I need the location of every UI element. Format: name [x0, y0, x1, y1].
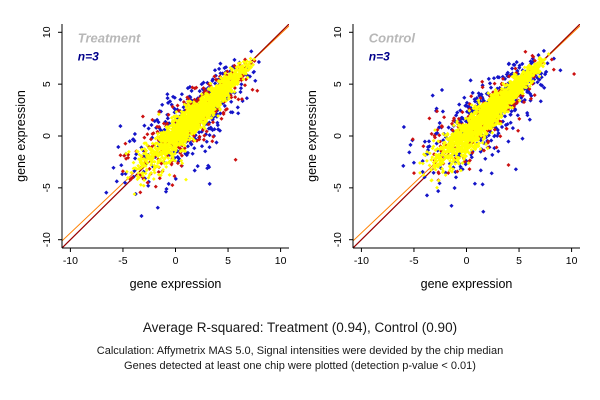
control-title: Control — [369, 31, 416, 46]
treatment-n-annotation: n=3 — [78, 49, 99, 63]
calculation-note: Calculation: Affymetrix MAS 5.0, Signal … — [96, 345, 504, 357]
y-tick-label: 0 — [41, 133, 53, 139]
control-n-annotation: n=3 — [369, 49, 390, 63]
treatment-plot-area — [62, 24, 289, 248]
detection-note: Genes detected at least one chip were pl… — [124, 360, 476, 372]
y-axis-title: gene expression — [14, 90, 28, 182]
y-tick-label: -5 — [41, 183, 53, 192]
y-axis-title: gene expression — [305, 90, 319, 182]
x-tick-label: 10 — [275, 255, 287, 267]
y-tick-label: -10 — [332, 232, 344, 247]
scatter-plot-treatment: -10 -10 -5 -5 0 0 5 5 10 10 gene expression gene ex… — [12, 10, 297, 298]
y-tick-label: 5 — [332, 81, 344, 87]
y-tick-label: 5 — [41, 81, 53, 87]
treatment-chart-svg: -10 -10 -5 -5 0 0 5 5 10 10 gene expression gene ex… — [14, 24, 289, 291]
x-tick-label: -10 — [63, 255, 78, 267]
x-tick-label: -5 — [409, 255, 418, 267]
y-tick-label: -5 — [332, 183, 344, 192]
y-tick-label: -10 — [41, 232, 53, 247]
charts-row: -10 -10 -5 -5 0 0 5 5 10 10 gene expression gene ex… — [12, 10, 588, 298]
x-tick-label: 5 — [225, 255, 231, 267]
x-tick-label: 0 — [464, 255, 470, 267]
treatment-title: Treatment — [78, 31, 141, 46]
x-tick-label: 5 — [516, 255, 522, 267]
y-tick-label: 0 — [332, 133, 344, 139]
y-tick-label: 10 — [41, 26, 53, 38]
yellow-genes-points — [418, 52, 551, 190]
x-tick-label: 0 — [173, 255, 179, 267]
x-tick-label: 10 — [566, 255, 578, 267]
y-tick-label: 10 — [332, 26, 344, 38]
yellow-genes-points — [124, 56, 256, 196]
scatter-plot-control: -10 -10 -5 -5 0 0 5 5 10 10 gene expression gene ex… — [303, 10, 588, 298]
control-chart-svg: -10 -10 -5 -5 0 0 5 5 10 10 gene expression gene ex… — [305, 24, 580, 291]
control-plot-area — [353, 24, 580, 248]
r-squared-summary: Average R-squared: Treatment (0.94), Con… — [142, 320, 458, 335]
x-tick-label: -5 — [118, 255, 127, 267]
x-tick-label: -10 — [354, 255, 369, 267]
x-axis-title: gene expression — [130, 277, 222, 291]
footer-notes: Average R-squared: Treatment (0.94), Con… — [0, 320, 600, 372]
x-axis-title: gene expression — [421, 277, 513, 291]
